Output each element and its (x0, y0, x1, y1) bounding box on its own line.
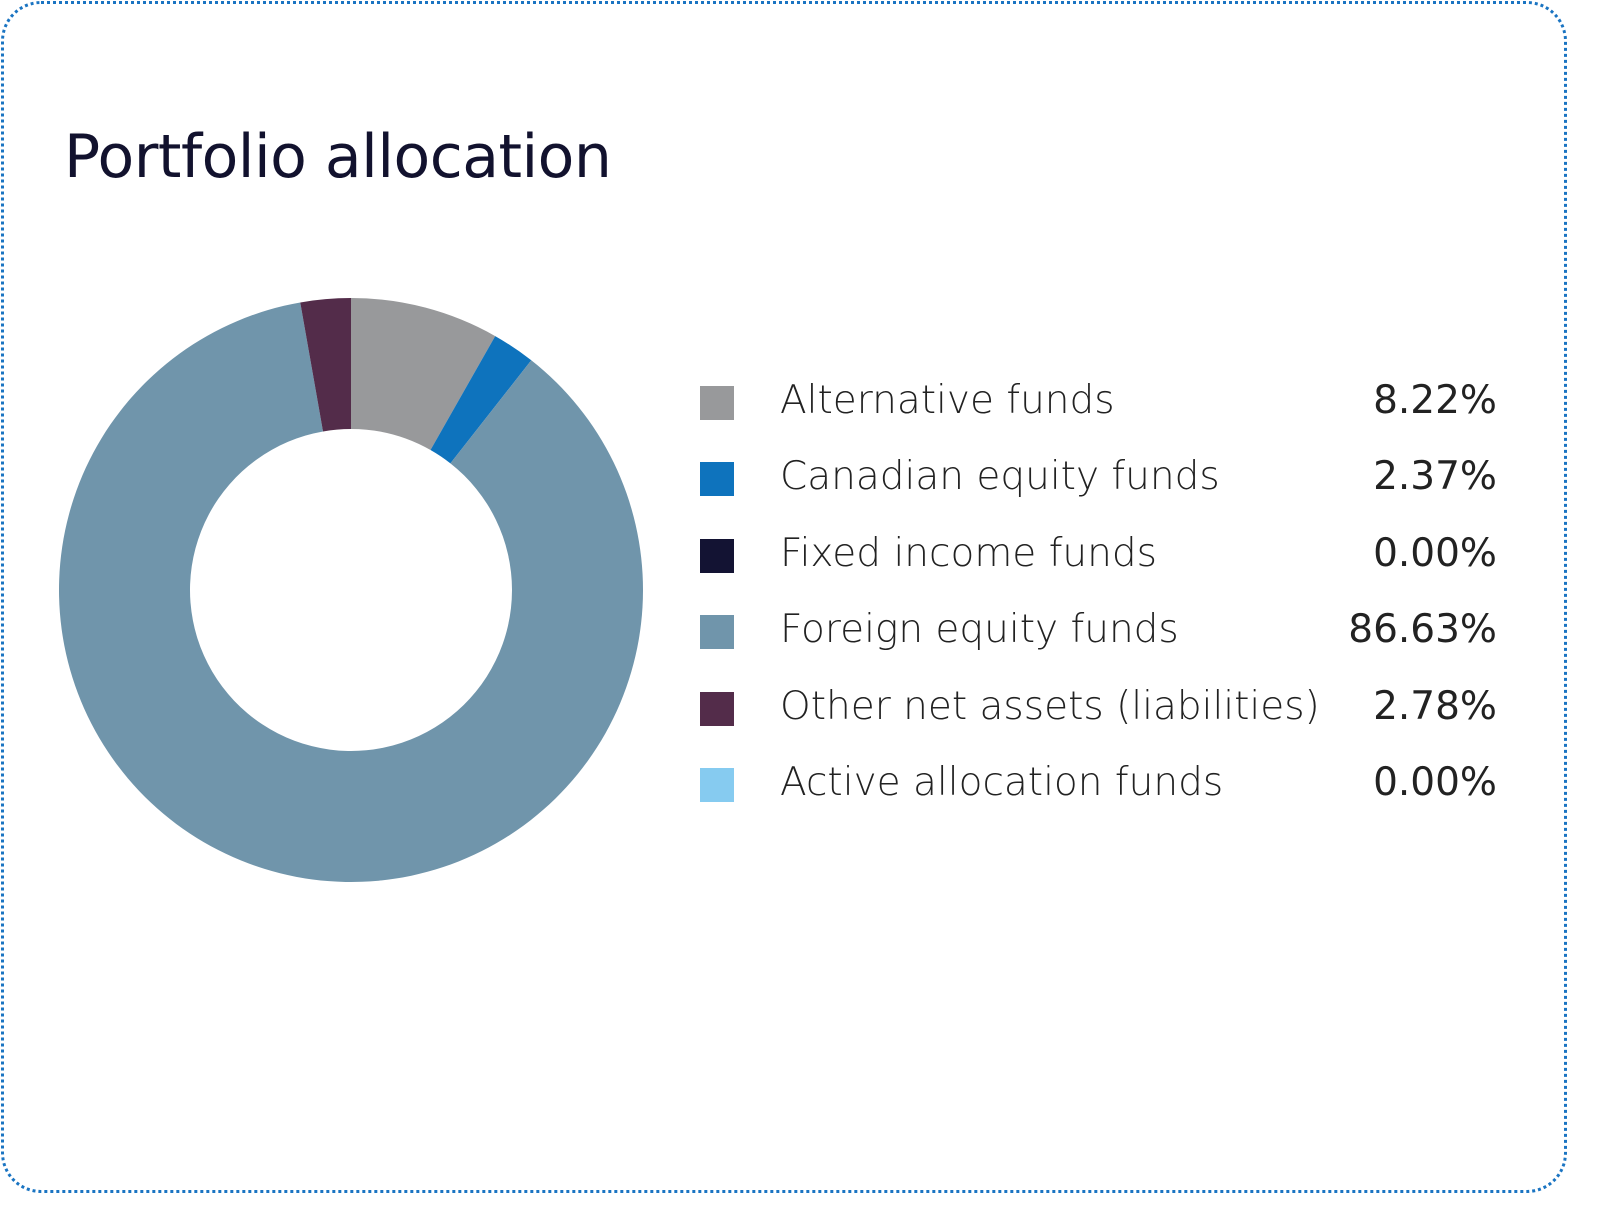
portfolio-allocation-card (1, 1, 1567, 1193)
donut-slice-canadian-equity-funds (430, 336, 532, 464)
legend-value: 86.63% (1348, 607, 1497, 653)
legend-item: Active allocation funds 0.00% (700, 750, 1497, 826)
legend-item: Other net assets (liabilities) 2.78% (700, 674, 1497, 750)
legend-value: 0.00% (1373, 759, 1497, 805)
legend-value: 8.22% (1373, 378, 1497, 423)
legend-value: 2.78% (1373, 683, 1497, 729)
legend-swatch (700, 691, 734, 726)
legend-label: Fixed income funds (780, 530, 1157, 576)
legend-swatch (700, 462, 734, 497)
legend-swatch (700, 767, 734, 802)
legend-swatch (700, 615, 734, 650)
legend-label: Active allocation funds (780, 759, 1224, 805)
legend: Alternative funds 8.22% Canadian equity fu… (700, 368, 1497, 826)
donut-chart (58, 298, 643, 882)
legend-swatch (700, 386, 734, 420)
legend-item: Foreign equity funds 86.63% (700, 597, 1497, 673)
legend-label: Other net assets (liabilities) (780, 683, 1320, 729)
donut-slice-foreign-equity-funds (58, 302, 643, 882)
legend-value: 2.37% (1373, 454, 1497, 500)
donut-slice-alternative-funds (351, 298, 496, 451)
legend-label: Alternative funds (780, 378, 1115, 423)
legend-value: 0.00% (1373, 530, 1497, 576)
chart-title: Portfolio allocation (64, 122, 612, 192)
legend-item: Canadian equity funds 2.37% (700, 444, 1497, 520)
donut-slice-other-net-assets-liabilities (300, 298, 351, 432)
legend-label: Canadian equity funds (780, 454, 1220, 500)
legend-label: Foreign equity funds (780, 607, 1179, 653)
legend-swatch (700, 538, 734, 573)
legend-item: Alternative funds 8.22% (700, 368, 1497, 444)
legend-item: Fixed income funds 0.00% (700, 521, 1497, 597)
